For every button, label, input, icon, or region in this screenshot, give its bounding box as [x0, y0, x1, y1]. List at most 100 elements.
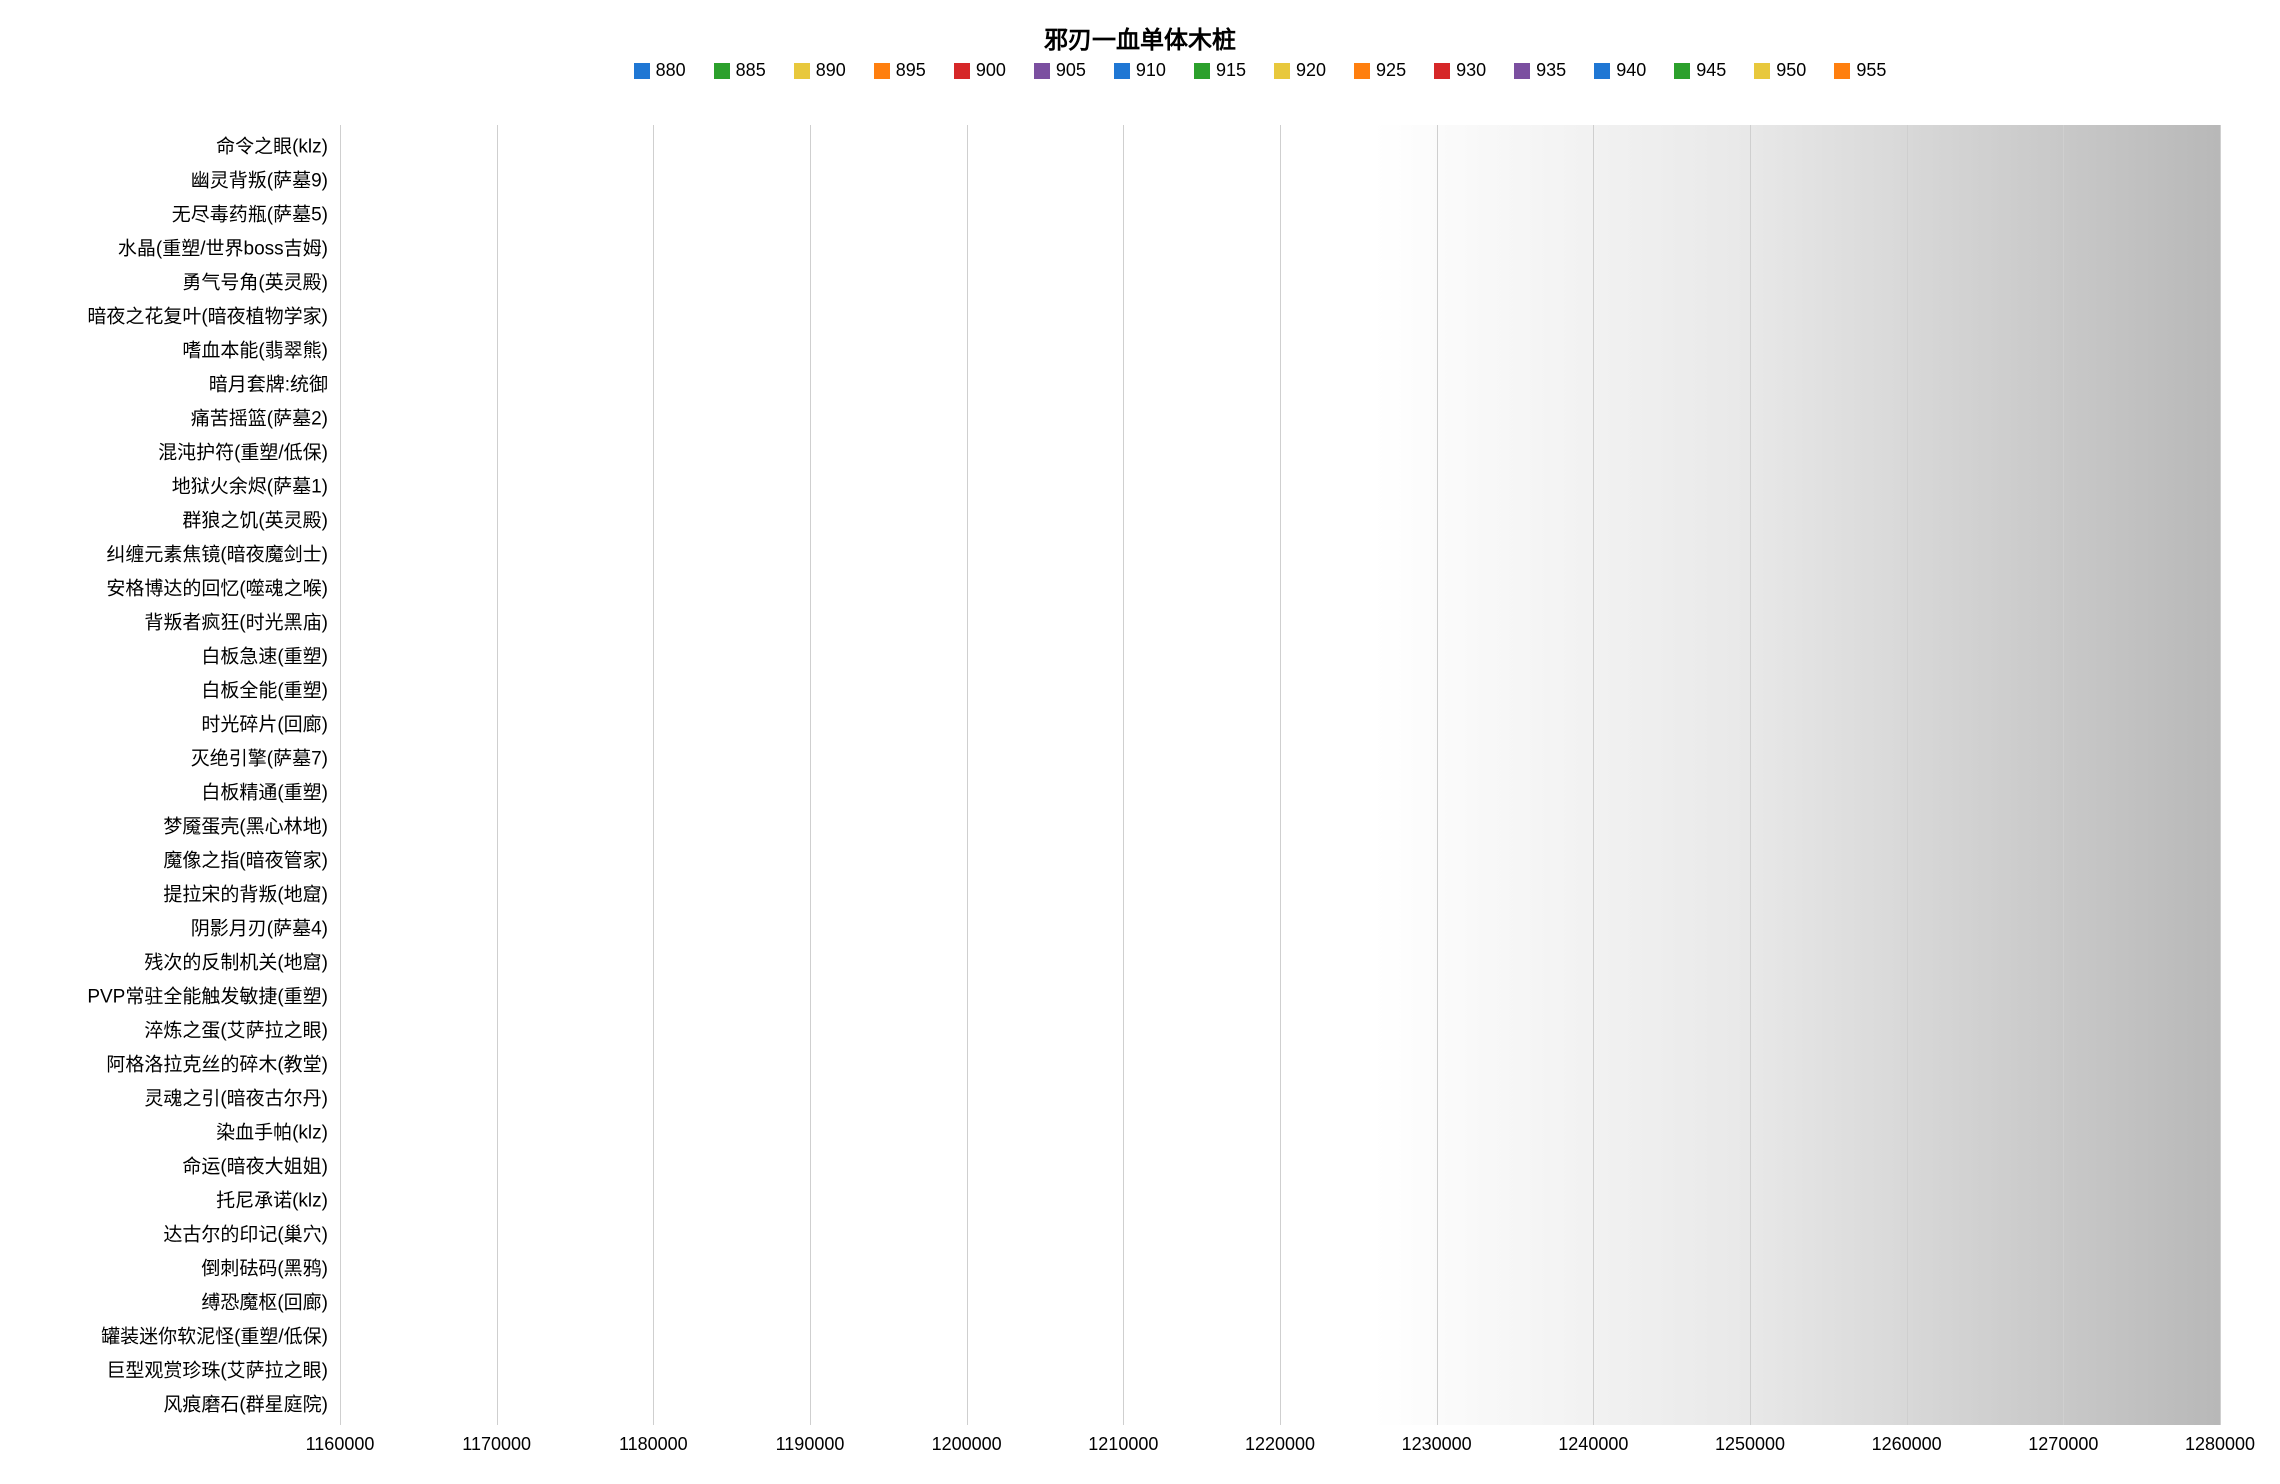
y-label: 群狼之饥(英灵殿)	[182, 506, 340, 533]
legend-label: 945	[1696, 60, 1726, 81]
legend-swatch	[1194, 63, 1210, 79]
gridline	[1123, 125, 1124, 1425]
legend-label: 885	[736, 60, 766, 81]
legend-item: 880	[634, 60, 686, 81]
legend-label: 925	[1376, 60, 1406, 81]
y-label: 幽灵背叛(萨墓9)	[191, 166, 340, 193]
y-label: 风痕磨石(群星庭院)	[163, 1390, 340, 1417]
legend-swatch	[1034, 63, 1050, 79]
y-label: 提拉宋的背叛(地窟)	[163, 880, 340, 907]
x-tick-label: 1160000	[306, 1434, 375, 1455]
gridline	[653, 125, 654, 1425]
y-label: 勇气号角(英灵殿)	[182, 268, 340, 295]
y-label: 灵魂之引(暗夜古尔丹)	[144, 1084, 340, 1111]
gridline	[340, 125, 341, 1425]
y-label: 托尼承诺(klz)	[216, 1186, 340, 1213]
legend-swatch	[1834, 63, 1850, 79]
gridline	[967, 125, 968, 1425]
gridline	[497, 125, 498, 1425]
legend-swatch	[1354, 63, 1370, 79]
legend-label: 920	[1296, 60, 1326, 81]
legend-item: 910	[1114, 60, 1166, 81]
legend-label: 940	[1616, 60, 1646, 81]
y-label: 阿格洛拉克丝的碎木(教堂)	[106, 1050, 340, 1077]
y-label: 地狱火余烬(萨墓1)	[172, 472, 340, 499]
gridline	[1280, 125, 1281, 1425]
legend-label: 905	[1056, 60, 1086, 81]
legend-item: 950	[1754, 60, 1806, 81]
gridline	[2220, 125, 2221, 1425]
y-label: 无尽毒药瓶(萨墓5)	[172, 200, 340, 227]
legend-label: 890	[816, 60, 846, 81]
legend-item: 885	[714, 60, 766, 81]
legend-label: 900	[976, 60, 1006, 81]
legend-label: 950	[1776, 60, 1806, 81]
plot-area: 1160000117000011800001190000120000012100…	[340, 125, 2220, 1425]
legend-swatch	[1674, 63, 1690, 79]
legend-swatch	[1114, 63, 1130, 79]
x-tick-label: 1170000	[462, 1434, 531, 1455]
gridline	[1437, 125, 1438, 1425]
legend-label: 935	[1536, 60, 1566, 81]
legend-item: 935	[1514, 60, 1566, 81]
legend-swatch	[874, 63, 890, 79]
legend-label: 930	[1456, 60, 1486, 81]
y-label: 混沌护符(重塑/低保)	[158, 438, 340, 465]
y-label: 达古尔的印记(巢穴)	[163, 1220, 340, 1247]
y-label: 纠缠元素焦镜(暗夜魔剑士)	[106, 540, 340, 567]
x-tick-label: 1260000	[1872, 1434, 1942, 1455]
legend-item: 915	[1194, 60, 1246, 81]
y-label: 阴影月刃(萨墓4)	[191, 914, 340, 941]
y-label: 白板急速(重塑)	[201, 642, 340, 669]
legend-item: 940	[1594, 60, 1646, 81]
y-label: 安格博达的回忆(噬魂之喉)	[106, 574, 340, 601]
y-label: 倒刺砝码(黑鸦)	[201, 1254, 340, 1281]
legend-swatch	[1434, 63, 1450, 79]
x-tick-label: 1180000	[619, 1434, 688, 1455]
y-label: 白板精通(重塑)	[201, 778, 340, 805]
y-label: 灭绝引擎(萨墓7)	[191, 744, 340, 771]
legend-item: 925	[1354, 60, 1406, 81]
x-tick-label: 1280000	[2185, 1434, 2255, 1455]
y-label: 淬炼之蛋(艾萨拉之眼)	[144, 1016, 340, 1043]
y-label: 暗夜之花复叶(暗夜植物学家)	[87, 302, 340, 329]
y-label: 缚恐魔枢(回廊)	[201, 1288, 340, 1315]
legend-item: 900	[954, 60, 1006, 81]
gridline	[2063, 125, 2064, 1425]
y-label: 痛苦摇篮(萨墓2)	[191, 404, 340, 431]
y-label: 梦魇蛋壳(黑心林地)	[163, 812, 340, 839]
y-label: 水晶(重塑/世界boss吉姆)	[118, 234, 340, 261]
legend-swatch	[1514, 63, 1530, 79]
legend-swatch	[1754, 63, 1770, 79]
legend-label: 895	[896, 60, 926, 81]
legend-item: 890	[794, 60, 846, 81]
legend-swatch	[1274, 63, 1290, 79]
legend-item: 955	[1834, 60, 1886, 81]
y-label: 巨型观赏珍珠(艾萨拉之眼)	[106, 1356, 340, 1383]
legend-item: 905	[1034, 60, 1086, 81]
x-tick-label: 1270000	[2028, 1434, 2098, 1455]
gridline	[1907, 125, 1908, 1425]
x-tick-label: 1220000	[1245, 1434, 1315, 1455]
gridline	[1593, 125, 1594, 1425]
legend-item: 895	[874, 60, 926, 81]
chart-title: 邪刃一血单体木桩	[0, 20, 2280, 55]
y-label: PVP常驻全能触发敏捷(重塑)	[87, 982, 340, 1009]
legend-item: 920	[1274, 60, 1326, 81]
legend-label: 915	[1216, 60, 1246, 81]
legend-label: 955	[1856, 60, 1886, 81]
y-label: 暗月套牌:统御	[209, 370, 340, 397]
x-tick-label: 1210000	[1088, 1434, 1158, 1455]
legend-label: 880	[656, 60, 686, 81]
y-label: 嗜血本能(翡翠熊)	[182, 336, 340, 363]
legend-swatch	[1594, 63, 1610, 79]
y-label: 时光碎片(回廊)	[201, 710, 340, 737]
x-tick-label: 1190000	[776, 1434, 845, 1455]
legend-swatch	[634, 63, 650, 79]
y-label: 命运(暗夜大姐姐)	[182, 1152, 340, 1179]
y-label: 命令之眼(klz)	[216, 132, 340, 159]
legend-swatch	[794, 63, 810, 79]
legend-swatch	[954, 63, 970, 79]
x-tick-label: 1240000	[1558, 1434, 1628, 1455]
chart-container: 邪刃一血单体木桩 880 885 890 895 900 905 910 915 920 925 9…	[0, 0, 2280, 1484]
